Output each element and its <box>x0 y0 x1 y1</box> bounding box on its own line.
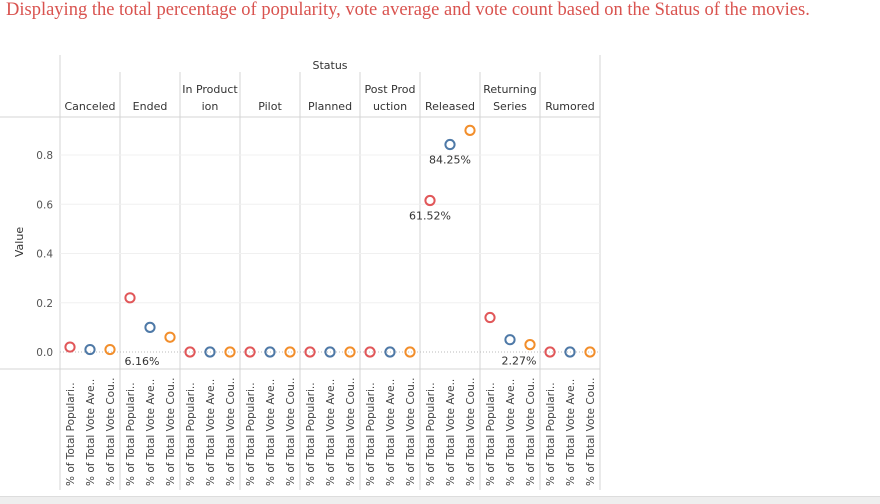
data-point <box>404 346 416 358</box>
data-point <box>144 321 156 333</box>
measure-label: % of Total Populari.. <box>185 382 197 486</box>
data-point <box>424 194 436 207</box>
data-point <box>524 339 536 351</box>
measure-label: % of Total Vote Cou.. <box>165 378 177 486</box>
data-label: 2.27% <box>502 355 537 368</box>
chart-frame <box>0 55 601 490</box>
category-header: Post Prod <box>365 83 416 96</box>
measure-label: % of Total Vote Ave.. <box>265 379 277 486</box>
data-label: 6.16% <box>125 355 160 368</box>
category-header: Rumored <box>545 100 595 113</box>
data-point <box>544 346 556 358</box>
measure-label: % of Total Vote Cou.. <box>345 378 357 486</box>
data-point <box>124 292 136 304</box>
data-point <box>464 124 476 136</box>
measure-label: % of Total Vote Cou.. <box>465 378 477 486</box>
data-point <box>364 346 376 358</box>
measure-label: % of Total Vote Ave.. <box>565 379 577 486</box>
y-tick-label: 0.8 <box>36 150 53 162</box>
measure-label: % of Total Vote Ave.. <box>445 379 457 486</box>
category-header: In Product <box>182 83 238 96</box>
category-header: Pilot <box>258 100 282 113</box>
category-header: Canceled <box>64 100 115 113</box>
category-header: Released <box>425 100 475 113</box>
data-label: 61.52% <box>409 210 451 223</box>
measure-label: % of Total Vote Ave.. <box>385 379 397 486</box>
data-marks <box>64 124 596 358</box>
measure-label: % of Total Populari.. <box>425 382 437 486</box>
category-header: uction <box>373 100 407 113</box>
y-axis-title: Value <box>13 227 26 257</box>
measure-label: % of Total Vote Ave.. <box>145 379 157 486</box>
data-point <box>344 346 356 358</box>
measure-label: % of Total Populari.. <box>365 382 377 486</box>
measure-label: % of Total Vote Ave.. <box>205 379 217 486</box>
data-point <box>204 346 216 358</box>
category-header: Planned <box>308 100 352 113</box>
data-point <box>484 311 496 324</box>
column-headers: Status Canceled Ended In Product ion Pilot Pla… <box>64 59 594 113</box>
category-header: Ended <box>133 100 168 113</box>
data-point <box>264 346 276 358</box>
data-point <box>84 343 96 356</box>
data-point <box>304 346 316 358</box>
y-tick-label: 0.2 <box>36 298 53 310</box>
x-axis-measure-labels: % of Total Populari.. % of Total Vote Ave… <box>65 378 597 486</box>
data-point <box>224 346 236 358</box>
y-axis: 0.0 0.2 0.4 0.6 0.8 Value <box>13 150 53 359</box>
measure-label: % of Total Populari.. <box>245 382 257 486</box>
column-header-status: Status <box>312 59 347 72</box>
bottom-scroll-area <box>0 496 880 504</box>
measure-label: % of Total Vote Cou.. <box>585 378 597 486</box>
data-point <box>184 346 196 358</box>
measure-label: % of Total Vote Cou.. <box>225 378 237 486</box>
data-point <box>284 346 296 358</box>
measure-label: % of Total Populari.. <box>485 382 497 486</box>
data-point <box>384 346 396 358</box>
measure-label: % of Total Vote Cou.. <box>405 378 417 486</box>
measure-label: % of Total Vote Cou.. <box>105 378 117 486</box>
data-point <box>104 343 116 356</box>
measure-label: % of Total Vote Cou.. <box>525 378 537 486</box>
measure-label: % of Total Populari.. <box>65 382 77 486</box>
y-tick-label: 0.0 <box>36 347 53 359</box>
data-point <box>164 331 176 343</box>
data-point <box>564 346 576 358</box>
measure-label: % of Total Vote Ave.. <box>325 379 337 486</box>
data-point <box>444 138 456 151</box>
data-label: 84.25% <box>429 154 471 167</box>
measure-label: % of Total Vote Cou.. <box>285 378 297 486</box>
y-tick-label: 0.6 <box>36 199 53 211</box>
y-tick-label: 0.4 <box>36 249 53 261</box>
data-point <box>64 341 76 353</box>
data-point <box>324 346 336 358</box>
measure-label: % of Total Populari.. <box>545 382 557 486</box>
page-title: Displaying the total percentage of popul… <box>6 0 810 20</box>
data-point <box>584 346 596 358</box>
measure-label: % of Total Vote Ave.. <box>505 379 517 486</box>
category-header: ion <box>202 100 219 113</box>
measure-label: % of Total Populari.. <box>125 382 137 486</box>
data-point <box>244 346 256 358</box>
measure-label: % of Total Populari.. <box>305 382 317 486</box>
data-labels: 6.16% 84.25% 61.52% 2.27% <box>125 154 537 369</box>
measure-label: % of Total Vote Ave.. <box>85 379 97 486</box>
category-header: Returning <box>483 83 537 96</box>
data-point <box>504 334 516 346</box>
category-header: Series <box>493 100 527 113</box>
